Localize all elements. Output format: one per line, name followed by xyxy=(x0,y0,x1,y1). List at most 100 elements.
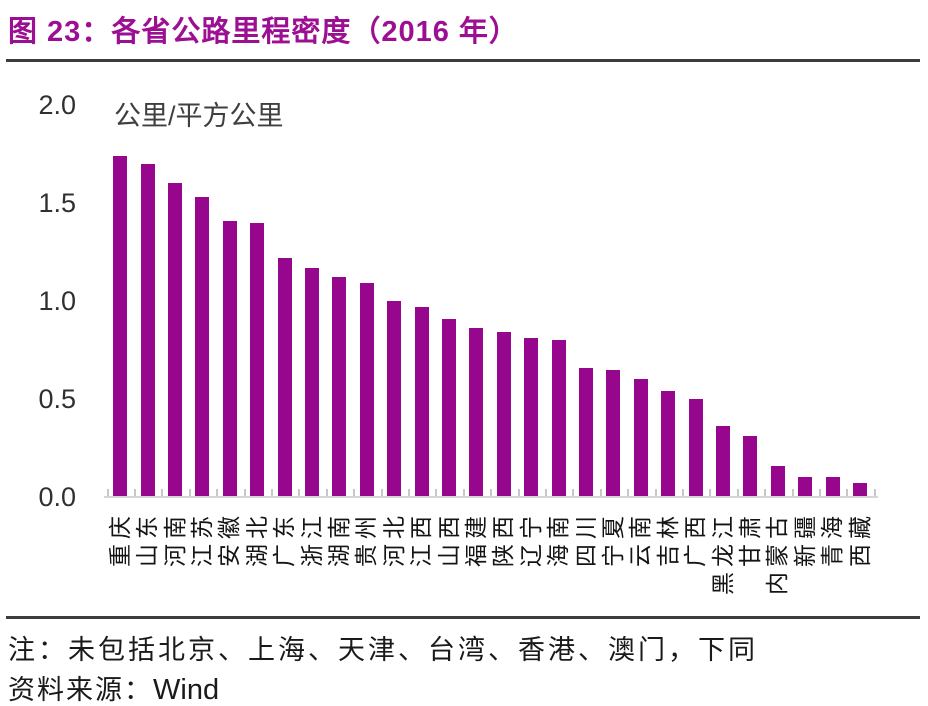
bar xyxy=(853,483,867,497)
axis-tick xyxy=(353,489,356,497)
bar xyxy=(222,221,237,497)
axis-tick xyxy=(599,489,602,497)
x-axis-label: 江苏 xyxy=(188,511,215,567)
bar xyxy=(825,477,840,497)
axis-tick xyxy=(462,489,465,497)
source-line: 资料来源：Wind xyxy=(8,668,219,706)
title-divider xyxy=(6,59,920,62)
axis-tick xyxy=(407,489,410,497)
axis-tick xyxy=(627,489,630,497)
source-label: 资料来源： xyxy=(8,675,153,705)
axis-tick xyxy=(681,489,684,497)
bar xyxy=(387,301,402,497)
bar xyxy=(551,340,566,497)
axis-tick xyxy=(791,489,794,497)
axis-tick xyxy=(435,489,438,497)
bar xyxy=(277,258,292,497)
bar xyxy=(770,466,785,497)
axis-tick xyxy=(298,489,301,497)
axis-tick xyxy=(270,489,273,497)
x-axis-label: 新疆 xyxy=(791,511,818,567)
bar xyxy=(168,183,182,497)
footer-divider xyxy=(6,616,920,619)
x-axis-label: 内蒙古 xyxy=(764,511,791,595)
x-axis-label: 陕西 xyxy=(490,511,517,567)
x-axis-label: 辽宁 xyxy=(517,511,544,567)
x-axis-label: 浙江 xyxy=(298,511,325,567)
bar xyxy=(688,399,703,497)
bar xyxy=(305,268,319,497)
x-axis-label: 山西 xyxy=(435,511,462,567)
x-axis-label: 重庆 xyxy=(106,511,133,567)
x-axis-label: 吉林 xyxy=(654,511,681,567)
bar xyxy=(332,277,347,497)
x-axis-line xyxy=(104,496,878,498)
axis-tick xyxy=(544,489,547,497)
x-axis-label: 青海 xyxy=(819,511,846,567)
axis-tick xyxy=(325,489,328,497)
x-axis-label: 湖南 xyxy=(325,511,352,567)
bar xyxy=(140,164,155,497)
axis-tick xyxy=(572,489,575,497)
axis-tick xyxy=(846,489,849,497)
x-axis-label: 河南 xyxy=(161,511,188,567)
bar xyxy=(633,379,648,497)
axis-tick xyxy=(133,489,136,497)
axis-tick xyxy=(709,489,712,497)
axis-tick xyxy=(188,489,191,497)
axis-tick xyxy=(873,489,876,497)
axis-tick xyxy=(380,489,383,497)
chart-note: 注：未包括北京、上海、天津、台湾、香港、澳门，下同 xyxy=(8,635,758,665)
axis-tick xyxy=(517,489,520,497)
axis-tick xyxy=(736,489,739,497)
x-axis-label: 河北 xyxy=(380,511,407,567)
x-axis-label: 宁夏 xyxy=(599,511,626,567)
bar xyxy=(496,332,511,497)
axis-tick xyxy=(106,489,109,497)
x-axis-label: 广西 xyxy=(682,511,709,567)
bar xyxy=(798,477,813,497)
axis-tick xyxy=(243,489,246,497)
y-tick-label: 0.5 xyxy=(38,384,76,414)
bar xyxy=(579,368,593,497)
bar xyxy=(250,223,265,497)
x-axis-label: 四川 xyxy=(572,511,599,567)
bar xyxy=(524,338,539,497)
bar xyxy=(359,283,374,497)
figure-title: 图 23：各省公路里程密度（2016 年） xyxy=(8,16,519,48)
source-name: Wind xyxy=(153,674,220,706)
x-axis-label: 西藏 xyxy=(846,511,873,567)
bar xyxy=(414,307,429,497)
axis-tick xyxy=(764,489,767,497)
x-axis-label: 福建 xyxy=(462,511,489,567)
axis-tick xyxy=(818,489,821,497)
bar xyxy=(716,426,730,497)
bar xyxy=(442,319,456,497)
x-axis-label: 安徽 xyxy=(216,511,243,567)
x-axis-label: 甘肃 xyxy=(736,511,763,567)
bar xyxy=(195,197,210,497)
x-axis-label: 云南 xyxy=(627,511,654,567)
y-tick-label: 2.0 xyxy=(38,90,76,120)
bar xyxy=(661,391,676,497)
x-axis-label: 湖北 xyxy=(243,511,270,567)
unit-label: 公里/平方公里 xyxy=(114,101,284,131)
axis-tick xyxy=(216,489,219,497)
bar xyxy=(606,370,621,497)
x-axis-label: 江西 xyxy=(408,511,435,567)
x-axis-label: 黑龙江 xyxy=(709,511,736,595)
y-tick-label: 1.0 xyxy=(38,286,76,316)
x-axis-label: 广东 xyxy=(271,511,298,567)
bar xyxy=(469,328,484,497)
bar xyxy=(743,436,758,497)
x-axis-label: 贵州 xyxy=(353,511,380,567)
x-axis-label: 山东 xyxy=(134,511,161,567)
x-axis-label: 海南 xyxy=(545,511,572,567)
axis-tick xyxy=(654,489,657,497)
bar xyxy=(113,156,128,497)
axis-tick xyxy=(490,489,493,497)
y-tick-label: 1.5 xyxy=(38,188,76,218)
y-tick-label: 0.0 xyxy=(38,482,76,512)
axis-tick xyxy=(161,489,164,497)
